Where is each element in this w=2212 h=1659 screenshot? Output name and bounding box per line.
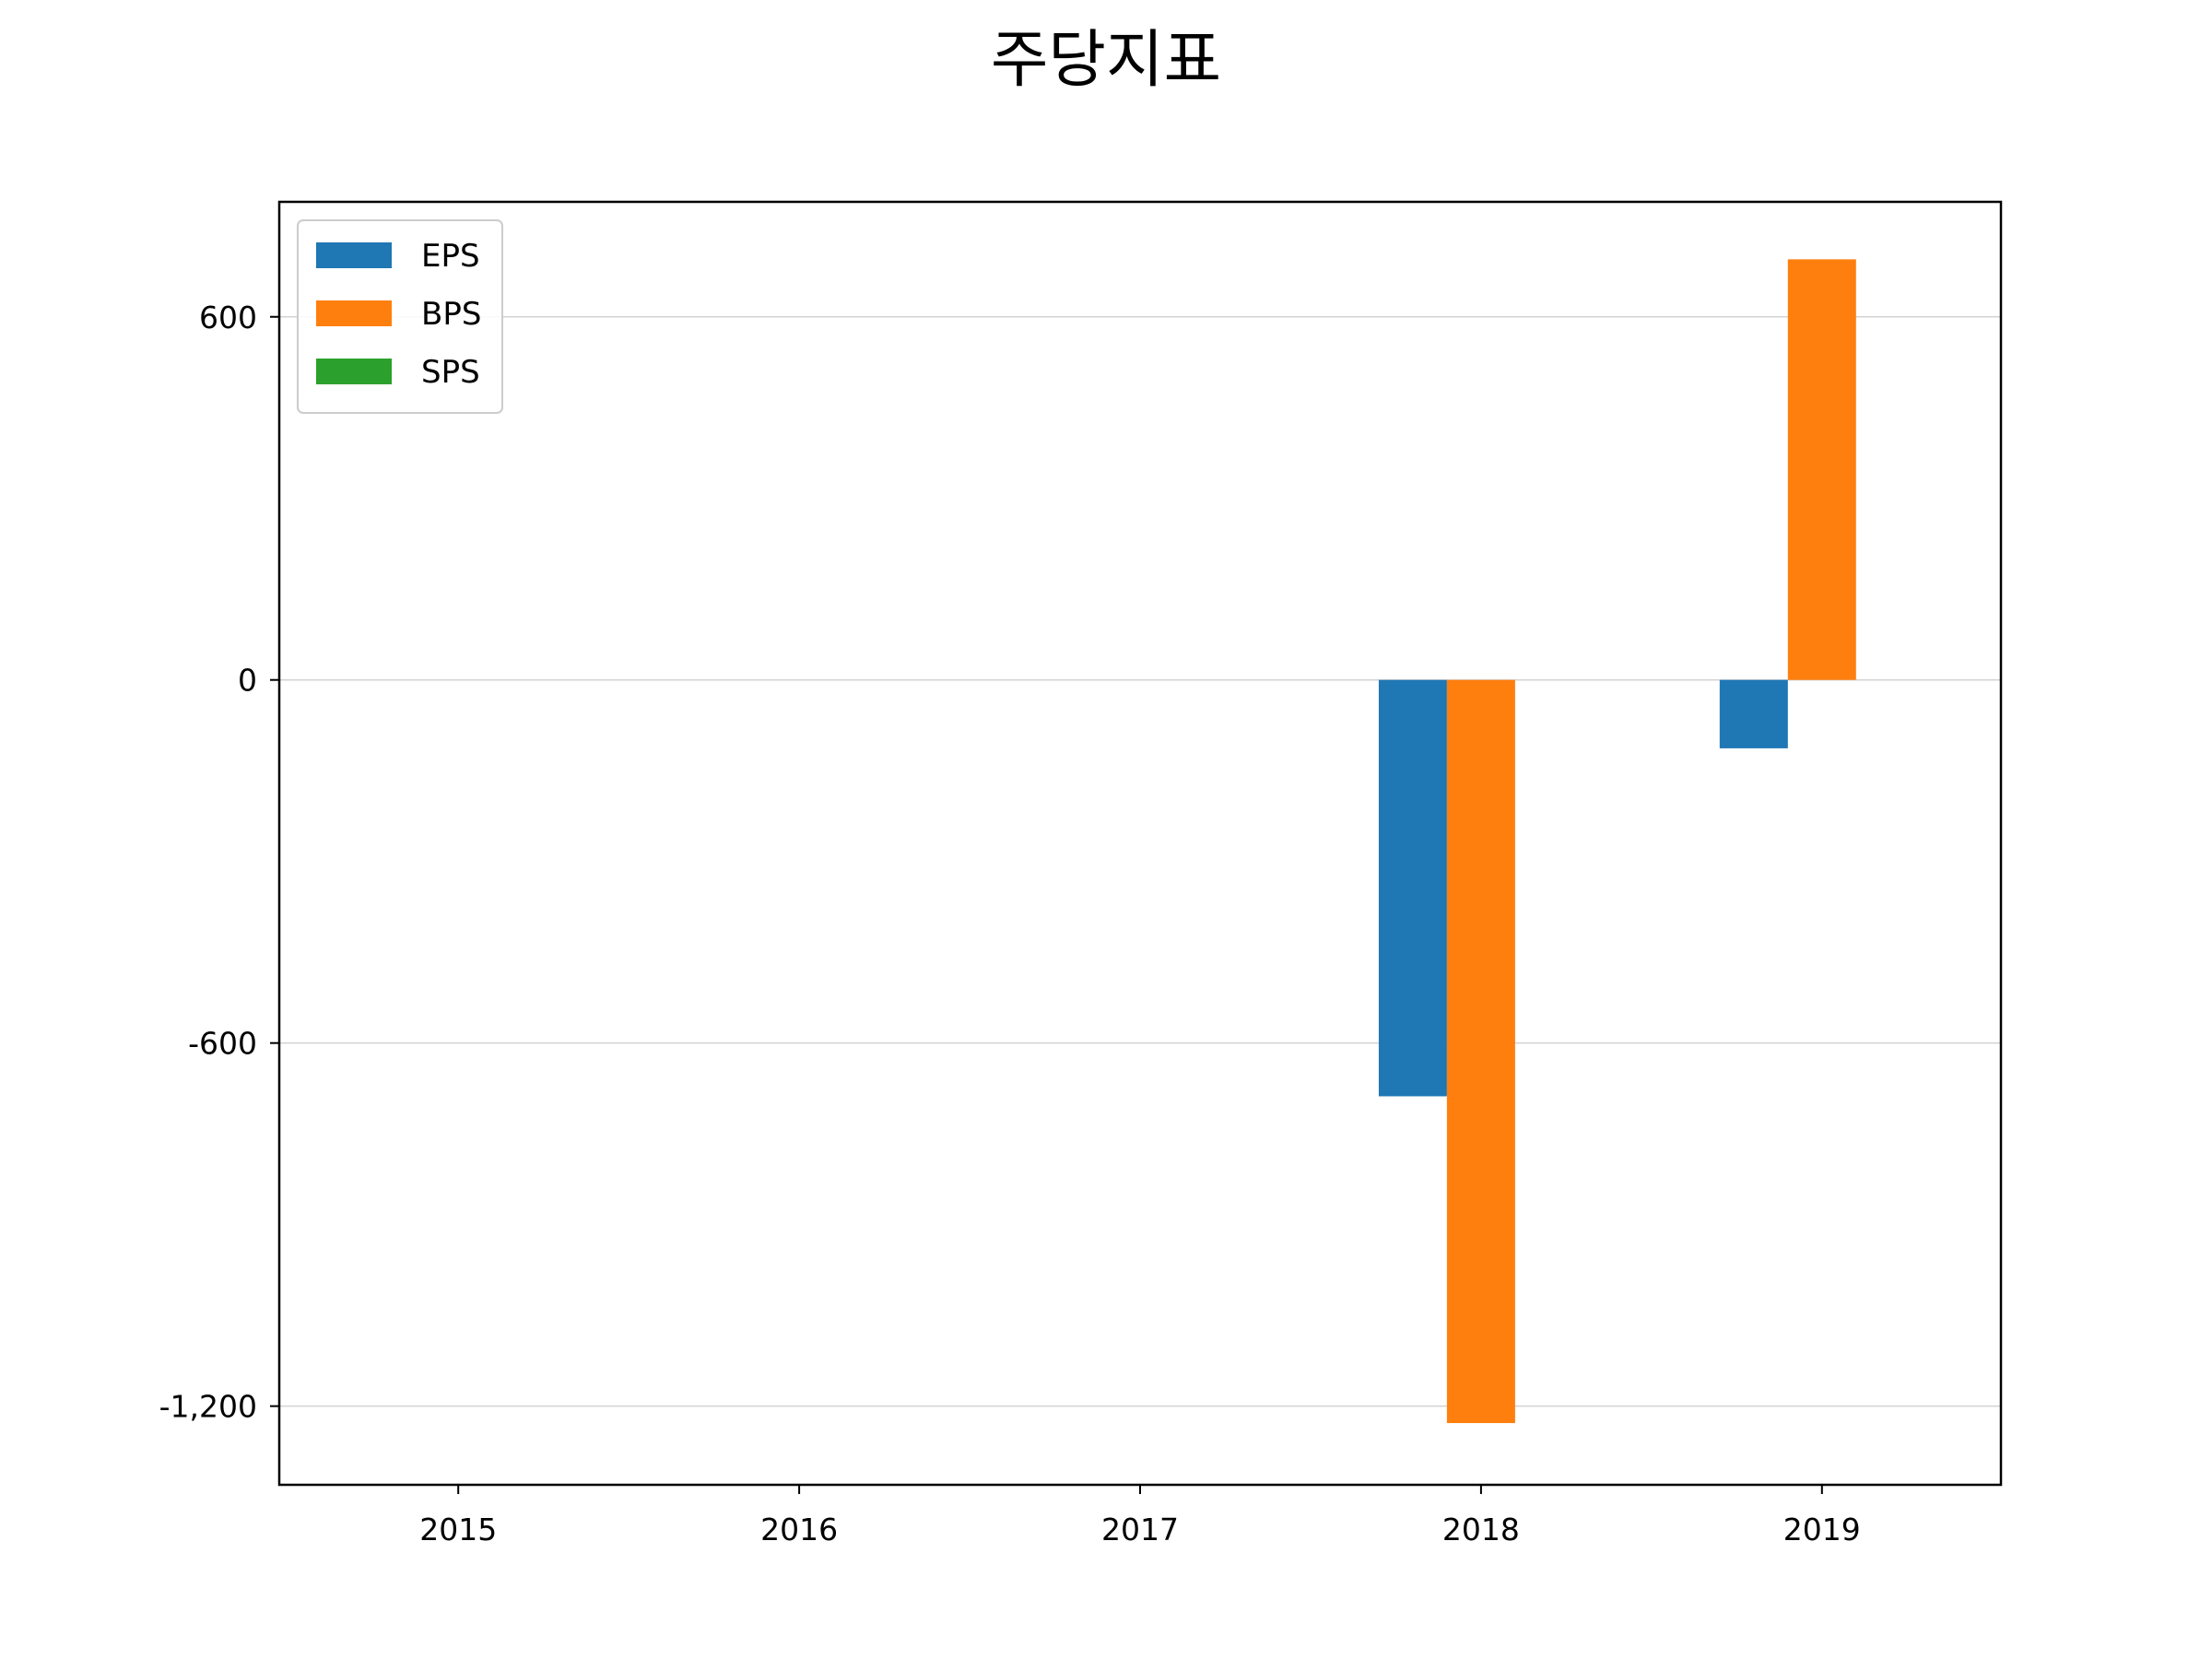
x-tick-label: 2015 bbox=[419, 1512, 497, 1547]
bars bbox=[1378, 259, 1856, 1424]
legend: EPS BPS SPS bbox=[297, 219, 503, 414]
bar-eps-2019 bbox=[1719, 679, 1788, 748]
plot-frame bbox=[277, 200, 2003, 1487]
x-tick-label: 2019 bbox=[1783, 1512, 1861, 1547]
legend-label-eps: EPS bbox=[421, 238, 480, 275]
legend-swatch-sps bbox=[316, 359, 392, 384]
y-tick-label: -600 bbox=[188, 1026, 257, 1062]
x-tick-label: 2016 bbox=[760, 1512, 838, 1547]
y-tick-label: 600 bbox=[199, 300, 257, 335]
bar-bps-2019 bbox=[1787, 259, 1856, 680]
legend-label-bps: BPS bbox=[421, 296, 481, 333]
bar-bps-2018 bbox=[1446, 679, 1515, 1424]
x-tick-label: 2017 bbox=[1101, 1512, 1179, 1547]
legend-swatch-bps bbox=[316, 300, 392, 326]
chart-title: 주당지표 bbox=[991, 24, 1221, 97]
x-tick-label: 2018 bbox=[1442, 1512, 1520, 1547]
y-tick-label: 0 bbox=[238, 663, 257, 699]
y-tick-label: -1,200 bbox=[159, 1389, 257, 1425]
legend-swatch-eps bbox=[316, 242, 392, 268]
axes: 600 0 -600 -1,200 2015 2016 2017 2018 2019 bbox=[159, 300, 1861, 1547]
legend-label-sps: SPS bbox=[421, 354, 480, 391]
grid bbox=[279, 316, 2001, 1407]
bar-eps-2018 bbox=[1378, 679, 1447, 1097]
